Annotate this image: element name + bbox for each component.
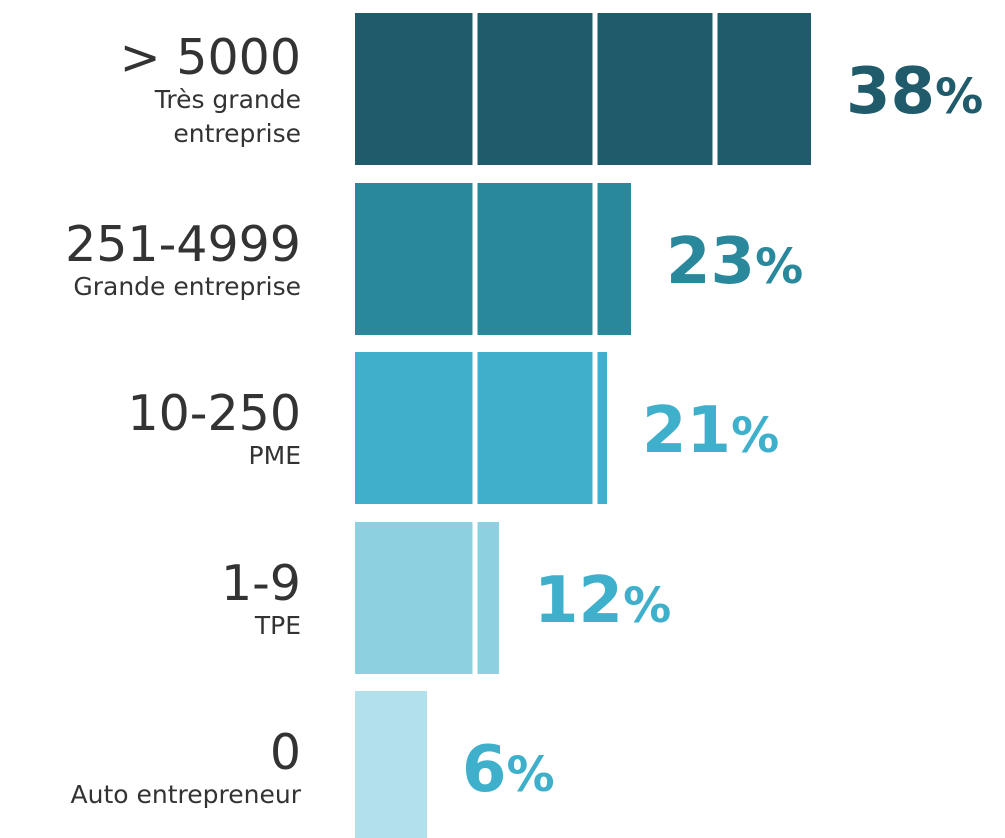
- value-label: 23%: [666, 225, 803, 299]
- bar-segment: [355, 691, 427, 838]
- bar-segment: [477, 522, 499, 674]
- value-label: 21%: [642, 394, 779, 468]
- bar-segment: [355, 522, 473, 674]
- category-range-label: 0: [270, 724, 301, 781]
- bar-segment: [355, 183, 473, 335]
- bar-segment: [717, 13, 811, 165]
- bar-segment: [355, 352, 473, 504]
- bar-segment: [477, 352, 593, 504]
- category-description-label: Auto entrepreneur: [71, 780, 302, 809]
- category-description-label: PME: [249, 441, 301, 470]
- category-range-label: > 5000: [120, 29, 301, 86]
- value-label: 6%: [462, 733, 555, 807]
- value-label: 12%: [534, 564, 671, 638]
- bar-segment: [477, 183, 593, 335]
- bar-segment: [597, 352, 607, 504]
- bar-segment: [597, 13, 713, 165]
- bar-segment: [597, 183, 631, 335]
- bar-segment: [355, 13, 473, 165]
- category-range-label: 10-250: [127, 385, 301, 442]
- category-range-label: 1-9: [221, 555, 301, 612]
- category-description-label: Grande entreprise: [73, 272, 301, 301]
- bar-segment: [477, 13, 593, 165]
- category-description-label: Très grande: [154, 85, 301, 114]
- value-label: 38%: [846, 55, 983, 129]
- category-description-label: entreprise: [173, 119, 301, 148]
- category-description-label: TPE: [254, 611, 301, 640]
- category-range-label: 251-4999: [65, 216, 301, 273]
